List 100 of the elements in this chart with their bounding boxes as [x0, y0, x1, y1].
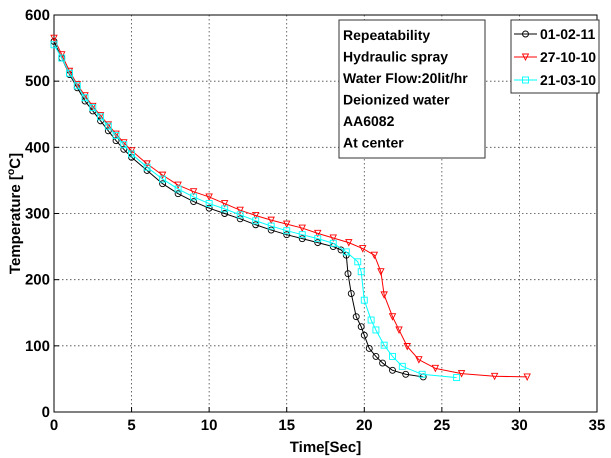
annotation: AA6082	[343, 113, 395, 129]
point	[298, 224, 306, 232]
point	[314, 235, 322, 242]
point	[104, 127, 112, 134]
y-tick-label: 100	[24, 338, 50, 355]
point	[360, 332, 368, 339]
point	[174, 186, 182, 192]
point	[330, 240, 337, 247]
x-tick-label: 20	[356, 417, 373, 434]
point	[252, 217, 260, 224]
point	[206, 194, 213, 200]
point	[372, 326, 380, 334]
point	[144, 164, 151, 171]
point	[50, 38, 58, 45]
point	[128, 150, 136, 158]
point	[458, 370, 466, 378]
point	[283, 220, 290, 228]
point	[236, 215, 244, 222]
point	[314, 230, 322, 237]
point	[338, 246, 344, 254]
point	[268, 222, 275, 230]
legend-label: 21-03-10	[540, 72, 596, 88]
point	[389, 366, 396, 374]
point	[345, 239, 352, 246]
point	[268, 226, 275, 234]
point	[298, 231, 306, 238]
point	[396, 326, 402, 334]
point	[144, 167, 151, 174]
x-tick-label: 25	[434, 417, 450, 434]
point	[236, 206, 244, 214]
point	[398, 362, 406, 370]
point	[283, 227, 290, 234]
point	[389, 352, 396, 360]
point	[174, 182, 182, 188]
point	[128, 154, 136, 161]
y-tick-label: 400	[24, 139, 50, 156]
y-tick-label: 0	[42, 404, 50, 421]
point	[360, 296, 368, 304]
point	[354, 258, 362, 266]
point	[370, 252, 378, 259]
point	[82, 98, 88, 104]
annotation: Deionized water	[343, 92, 450, 108]
point	[389, 313, 396, 320]
point	[112, 137, 120, 144]
y-tick-label: 200	[24, 272, 50, 289]
point	[50, 41, 58, 48]
point	[330, 234, 337, 242]
point	[420, 373, 427, 380]
point	[268, 216, 275, 224]
annotation: Hydraulic spray	[343, 48, 448, 64]
x-axis-title: Time[Sec]	[290, 439, 362, 456]
point	[159, 180, 166, 188]
legend-label: 01-02-11	[540, 26, 596, 42]
point	[432, 364, 439, 372]
legend-label: 27-10-10	[540, 49, 596, 65]
point	[377, 268, 384, 276]
point	[252, 221, 260, 228]
point	[366, 345, 373, 352]
point	[352, 313, 360, 320]
point	[50, 34, 58, 42]
x-tick-label: 10	[200, 417, 218, 434]
point	[159, 172, 166, 179]
point	[190, 194, 198, 200]
point	[359, 245, 366, 252]
point	[221, 205, 228, 212]
point	[314, 239, 322, 246]
point	[379, 360, 386, 366]
point	[252, 212, 260, 219]
point	[206, 204, 213, 212]
point	[330, 243, 337, 250]
point	[368, 316, 375, 324]
point	[236, 211, 244, 218]
point	[128, 147, 136, 154]
point	[120, 146, 128, 153]
point	[174, 190, 182, 198]
y-tick-label: 300	[24, 206, 50, 222]
annotation: Repeatability	[343, 27, 430, 43]
point	[144, 160, 151, 168]
point	[342, 248, 350, 256]
point	[372, 352, 380, 360]
point	[298, 235, 306, 242]
point	[524, 373, 531, 380]
point	[342, 252, 350, 259]
point	[380, 291, 388, 298]
point	[453, 374, 460, 382]
point	[344, 270, 352, 278]
point	[380, 342, 388, 349]
point	[283, 231, 290, 238]
point	[418, 370, 426, 378]
x-tick-label: 15	[278, 417, 296, 434]
x-tick-label: 5	[127, 417, 136, 434]
point	[159, 176, 166, 183]
annotation: Water Flow:20lit/hr	[343, 70, 468, 86]
point	[402, 370, 410, 378]
x-tick-label: 30	[511, 417, 528, 434]
point	[58, 51, 66, 58]
point	[491, 372, 498, 380]
point	[190, 198, 198, 206]
annotation: At center	[343, 134, 404, 150]
x-tick-label: 35	[588, 417, 606, 434]
